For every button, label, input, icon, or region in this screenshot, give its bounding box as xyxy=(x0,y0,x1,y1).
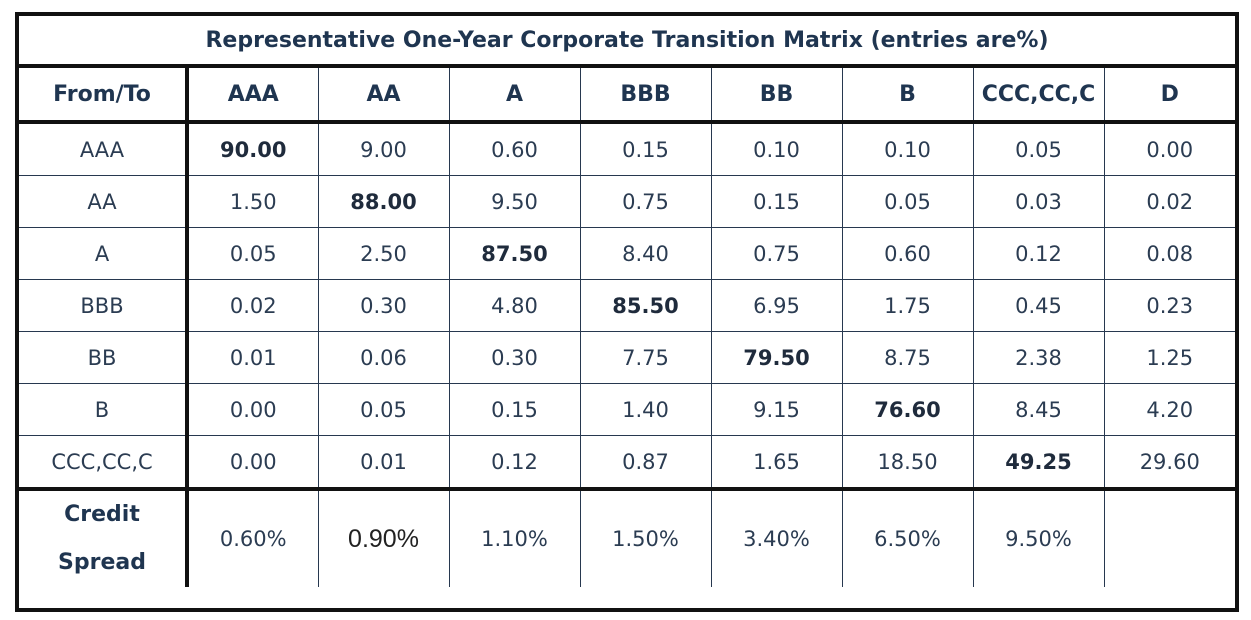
matrix-cell: 9.00 xyxy=(317,121,450,176)
matrix-cell: 0.15 xyxy=(448,383,581,436)
table-row: AA 1.50 88.00 9.50 0.75 0.15 0.05 0.03 0.02 xyxy=(19,175,1235,228)
row-label: AAA xyxy=(19,121,189,176)
row-label: BBB xyxy=(19,279,189,332)
table-row: B 0.00 0.05 0.15 1.40 9.15 76.60 8.45 4.20 xyxy=(19,383,1235,436)
matrix-cell: 85.50 xyxy=(579,279,712,332)
matrix-cell: 0.02 xyxy=(1103,175,1235,228)
matrix-cell: 88.00 xyxy=(317,175,450,228)
matrix-cell: 2.38 xyxy=(972,331,1105,384)
table-row: AAA 90.00 9.00 0.60 0.15 0.10 0.10 0.05 0.00 xyxy=(19,121,1235,176)
matrix-cell: 29.60 xyxy=(1103,435,1235,490)
matrix-cell: 0.01 xyxy=(317,435,450,490)
column-header-bb: BB xyxy=(710,68,843,124)
credit-spread-cell: 1.10% xyxy=(448,488,581,587)
matrix-cell: 1.25 xyxy=(1103,331,1235,384)
column-header-b: B xyxy=(841,68,974,124)
credit-spread-cell: 9.50% xyxy=(972,488,1105,587)
column-header-d: D xyxy=(1103,68,1235,124)
matrix-cell: 0.10 xyxy=(841,121,974,176)
credit-spread-cell: 1.50% xyxy=(579,488,712,587)
row-label: CCC,CC,C xyxy=(19,435,189,490)
table-title: Representative One-Year Corporate Transi… xyxy=(19,16,1235,68)
matrix-cell: 0.45 xyxy=(972,279,1105,332)
matrix-cell: 0.06 xyxy=(317,331,450,384)
matrix-cell: 0.01 xyxy=(186,331,319,384)
row-label: B xyxy=(19,383,189,436)
matrix-cell: 2.50 xyxy=(317,227,450,280)
column-header-bbb: BBB xyxy=(579,68,712,124)
matrix-cell: 0.00 xyxy=(186,435,319,490)
matrix-cell: 1.65 xyxy=(710,435,843,490)
matrix-cell: 8.75 xyxy=(841,331,974,384)
credit-spread-cell: 6.50% xyxy=(841,488,974,587)
row-label: A xyxy=(19,227,189,280)
matrix-cell: 0.00 xyxy=(186,383,319,436)
matrix-cell: 1.50 xyxy=(186,175,319,228)
matrix-cell: 87.50 xyxy=(448,227,581,280)
matrix-cell: 90.00 xyxy=(186,121,319,176)
matrix-cell: 0.05 xyxy=(186,227,319,280)
matrix-cell: 0.75 xyxy=(710,227,843,280)
matrix-cell: 0.15 xyxy=(579,121,712,176)
matrix-cell: 49.25 xyxy=(972,435,1105,490)
credit-spread-cell xyxy=(1103,488,1235,587)
matrix-cell: 76.60 xyxy=(841,383,974,436)
table-row: BBB 0.02 0.30 4.80 85.50 6.95 1.75 0.45 0.23 xyxy=(19,279,1235,332)
row-label: AA xyxy=(19,175,189,228)
credit-spread-cell: 0.90% xyxy=(317,488,450,587)
matrix-cell: 0.05 xyxy=(841,175,974,228)
matrix-cell: 8.40 xyxy=(579,227,712,280)
credit-spread-cell: 0.60% xyxy=(186,488,319,587)
matrix-cell: 0.00 xyxy=(1103,121,1235,176)
column-header-from-to: From/To xyxy=(19,68,189,124)
matrix-cell: 0.05 xyxy=(972,121,1105,176)
matrix-cell: 0.60 xyxy=(841,227,974,280)
matrix-cell: 0.30 xyxy=(448,331,581,384)
matrix-cell: 0.75 xyxy=(579,175,712,228)
column-header-aaa: AAA xyxy=(186,68,319,124)
matrix-cell: 0.03 xyxy=(972,175,1105,228)
matrix-cell: 1.75 xyxy=(841,279,974,332)
matrix-cell: 4.20 xyxy=(1103,383,1235,436)
matrix-cell: 8.45 xyxy=(972,383,1105,436)
header-row: From/To AAA AA A BBB BB B CCC,CC,C D xyxy=(19,68,1235,124)
matrix-cell: 0.02 xyxy=(186,279,319,332)
row-label: BB xyxy=(19,331,189,384)
credit-spread-cell: 3.40% xyxy=(710,488,843,587)
column-header-aa: AA xyxy=(317,68,450,124)
matrix-cell: 9.15 xyxy=(710,383,843,436)
table-row: A 0.05 2.50 87.50 8.40 0.75 0.60 0.12 0.08 xyxy=(19,227,1235,280)
table-row: BB 0.01 0.06 0.30 7.75 79.50 8.75 2.38 1.25 xyxy=(19,331,1235,384)
matrix-cell: 0.15 xyxy=(710,175,843,228)
matrix-cell: 9.50 xyxy=(448,175,581,228)
column-header-a: A xyxy=(448,68,581,124)
matrix-grid: From/To AAA AA A BBB BB B CCC,CC,C D AAA… xyxy=(19,68,1235,587)
matrix-cell: 0.23 xyxy=(1103,279,1235,332)
matrix-cell: 0.87 xyxy=(579,435,712,490)
transition-matrix-table: Representative One-Year Corporate Transi… xyxy=(15,12,1239,612)
credit-spread-label-line1: Credit xyxy=(64,502,140,527)
matrix-cell: 0.10 xyxy=(710,121,843,176)
matrix-cell: 0.05 xyxy=(317,383,450,436)
matrix-cell: 4.80 xyxy=(448,279,581,332)
credit-spread-row: Credit Spread 0.60% 0.90% 1.10% 1.50% 3.40% 6.5… xyxy=(19,488,1235,587)
table-row: CCC,CC,C 0.00 0.01 0.12 0.87 1.65 18.50 49.25 29… xyxy=(19,435,1235,490)
credit-spread-label-line2: Spread xyxy=(58,550,146,575)
matrix-cell: 0.60 xyxy=(448,121,581,176)
matrix-cell: 18.50 xyxy=(841,435,974,490)
matrix-cell: 1.40 xyxy=(579,383,712,436)
credit-spread-label: Credit Spread xyxy=(19,488,189,587)
matrix-cell: 79.50 xyxy=(710,331,843,384)
matrix-cell: 0.08 xyxy=(1103,227,1235,280)
matrix-cell: 7.75 xyxy=(579,331,712,384)
column-header-ccc: CCC,CC,C xyxy=(972,68,1105,124)
matrix-cell: 6.95 xyxy=(710,279,843,332)
matrix-cell: 0.12 xyxy=(448,435,581,490)
matrix-cell: 0.12 xyxy=(972,227,1105,280)
matrix-cell: 0.30 xyxy=(317,279,450,332)
